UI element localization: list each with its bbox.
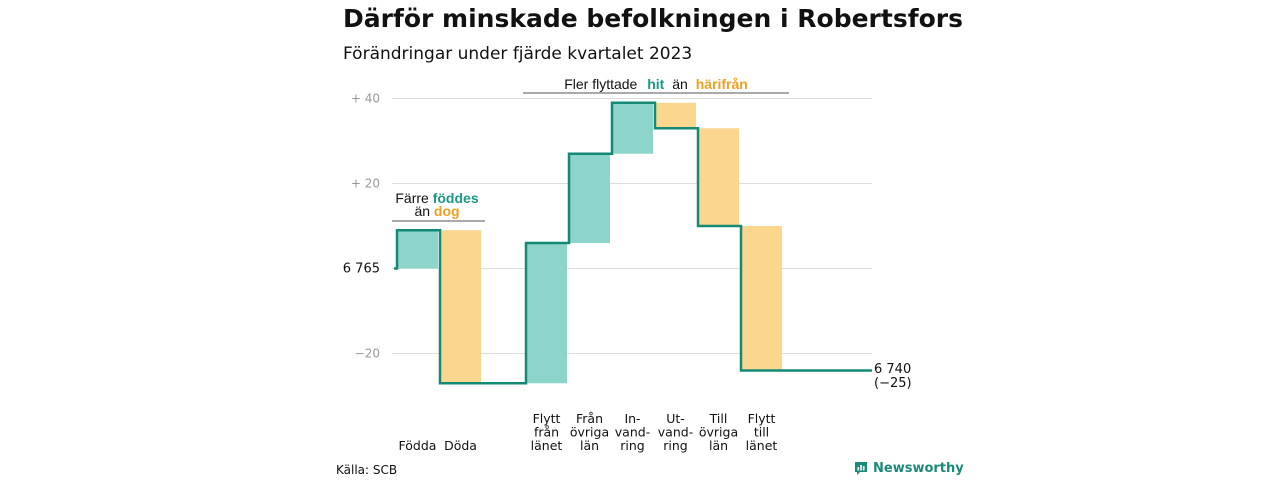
births-annotation-line1: Färre föddes	[395, 190, 478, 206]
y-tick-label: −20	[355, 347, 380, 361]
births-annotation-line2: än dog	[414, 203, 459, 219]
end-value-label: 6 740	[874, 362, 911, 377]
harifran-highlight: härifrån	[696, 76, 748, 92]
waterfall-bar	[698, 128, 739, 226]
deaths-highlight: dog	[434, 203, 460, 219]
waterfall-bar	[440, 230, 481, 384]
waterfall-bar	[655, 102, 696, 129]
bars	[397, 102, 782, 384]
category-label: In-vand-ring	[615, 411, 650, 453]
category-label: Från övriga län	[570, 411, 609, 453]
y-tick-label: + 40	[351, 92, 380, 106]
newsworthy-icon	[855, 462, 867, 475]
births-highlight: föddes	[433, 190, 479, 206]
waterfall-bar	[397, 230, 438, 269]
chart-subtitle: Förändringar under fjärde kvartalet 2023	[343, 44, 693, 64]
category-label: Döda	[444, 438, 477, 453]
births-annotation: Färre föddes än dog	[392, 190, 485, 222]
start-value-label: 6 765	[343, 262, 380, 277]
category-label: Ut-vand-ring	[658, 411, 693, 453]
step-line	[394, 101, 872, 385]
end-change-label: (−25)	[874, 376, 912, 391]
source-note: Källa: SCB	[336, 463, 398, 477]
moves-annotation: Fler flyttade hit än härifrån	[523, 76, 789, 94]
waterfall-bar	[741, 226, 782, 371]
category-label: Flytt från länet	[531, 411, 563, 453]
chart-title: Därför minskade befolkningen i Robertsfo…	[343, 4, 963, 33]
waterfall-bar	[569, 153, 610, 243]
hit-highlight: hit	[647, 76, 664, 92]
category-label: Födda	[399, 438, 437, 453]
moves-annotation-text: Fler flyttade hit än härifrån	[564, 76, 748, 92]
cumulative-step-line	[394, 101, 872, 385]
brand-name: Newsworthy	[873, 461, 964, 476]
newsworthy-logo: Newsworthy	[854, 461, 964, 476]
waterfall-bar	[526, 243, 567, 384]
category-label: Flytt till länet	[746, 411, 778, 453]
category-label: Till övriga län	[699, 411, 738, 453]
waterfall-bar	[612, 102, 653, 154]
y-tick-label: + 20	[351, 177, 380, 191]
